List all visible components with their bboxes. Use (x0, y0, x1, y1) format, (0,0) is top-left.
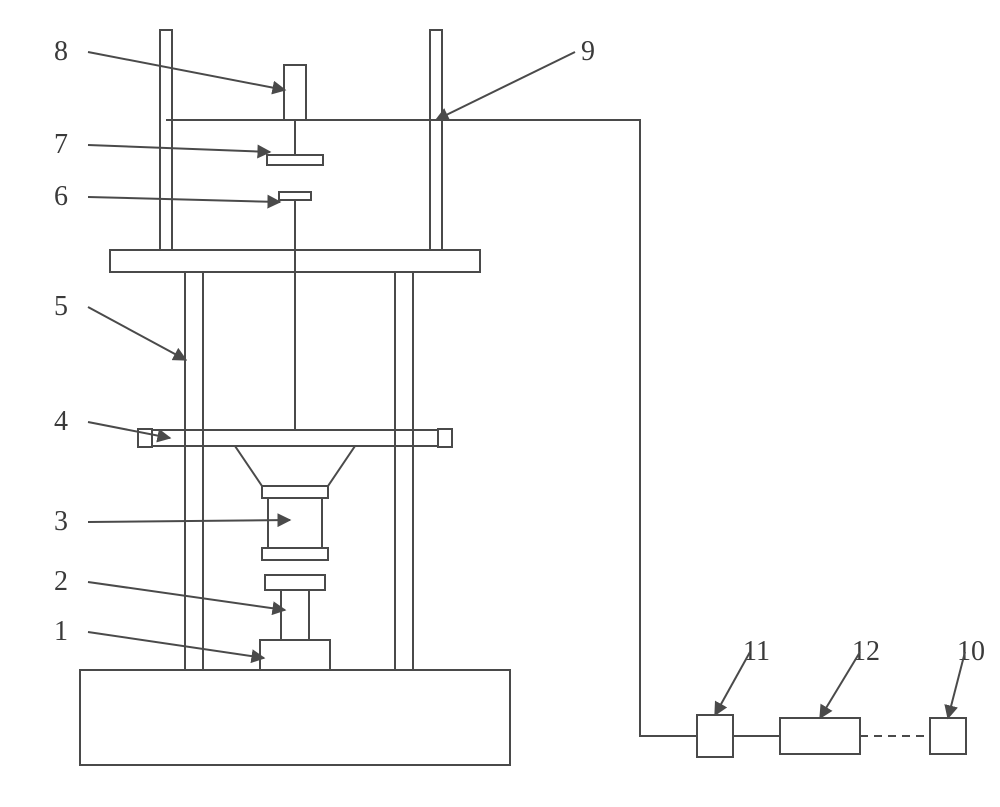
component-12 (780, 718, 860, 754)
leader-7 (88, 145, 270, 152)
component-5 (395, 272, 413, 670)
component-11 (697, 715, 733, 757)
label-7: 7 (54, 129, 68, 160)
leader-5 (88, 307, 186, 360)
leader-8 (88, 52, 285, 90)
shaft-cap (265, 575, 325, 590)
leader-1 (88, 632, 264, 658)
label-2: 2 (54, 566, 68, 597)
label-9: 9 (581, 36, 595, 67)
leader-6 (88, 197, 280, 202)
leader-9 (436, 52, 575, 120)
component-7 (267, 155, 323, 165)
wire (436, 120, 697, 736)
label-3: 3 (54, 506, 68, 537)
bracket-nub (438, 429, 452, 447)
flange-top (262, 486, 328, 498)
label-6: 6 (54, 181, 68, 212)
label-12: 12 (852, 636, 880, 667)
label-10: 10 (957, 636, 985, 667)
label-8: 8 (54, 36, 68, 67)
component-8 (284, 65, 306, 120)
flange-bot (262, 548, 328, 560)
label-11: 11 (743, 636, 770, 667)
leader-2 (88, 582, 285, 610)
component-1 (260, 640, 330, 670)
leader-3 (88, 520, 290, 522)
component-10 (930, 718, 966, 754)
label-4: 4 (54, 406, 68, 437)
leader-12 (820, 652, 860, 718)
taper (235, 446, 355, 486)
base-block (80, 670, 510, 765)
component-2 (281, 590, 309, 640)
inner-column (160, 30, 172, 250)
label-1: 1 (54, 616, 68, 647)
label-5: 5 (54, 291, 68, 322)
component-5 (185, 272, 203, 670)
rod-head (279, 192, 311, 200)
component-3 (268, 498, 322, 548)
leader-11 (715, 652, 750, 715)
inner-column (430, 30, 442, 250)
